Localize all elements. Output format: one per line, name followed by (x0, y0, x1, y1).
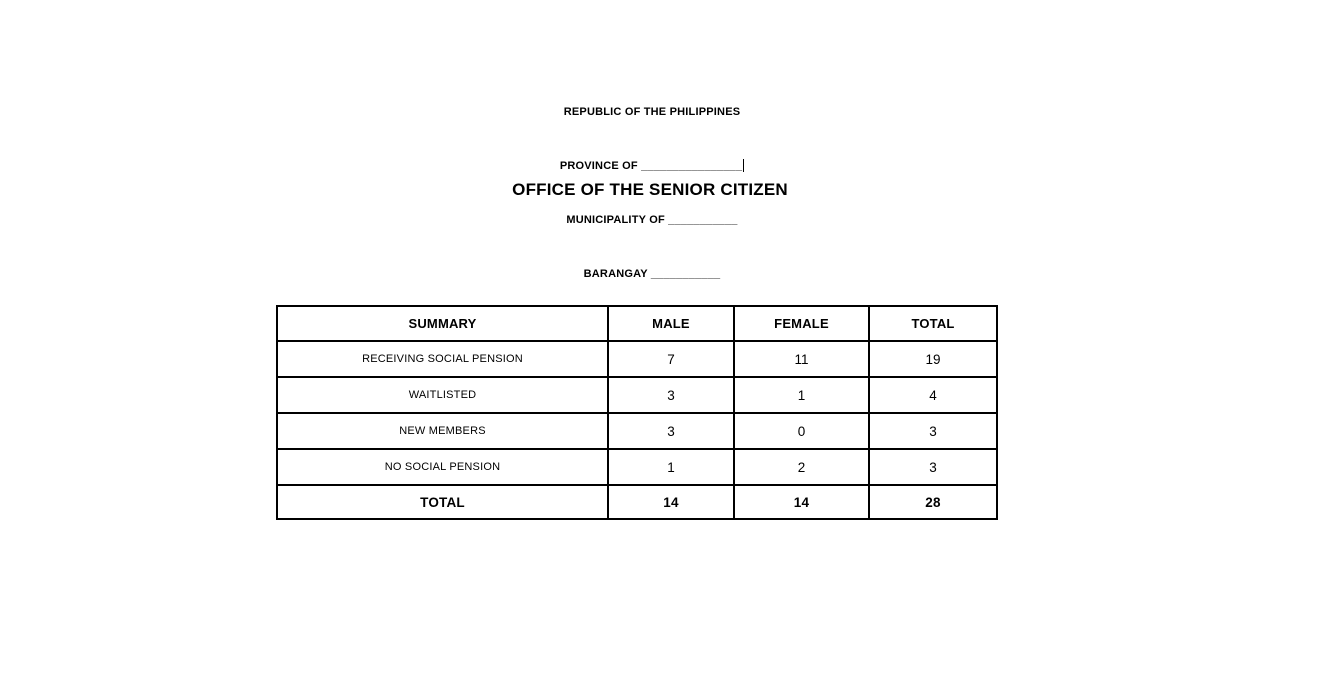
male-value-cell: 3 (607, 412, 735, 450)
text-cursor (742, 159, 745, 172)
header-cell-total: TOTAL (868, 305, 998, 342)
table-row-total: TOTAL 14 14 28 (276, 484, 998, 520)
total-total-cell: 28 (868, 484, 998, 520)
header-cell-summary: SUMMARY (276, 305, 609, 342)
letterhead-republic-line: REPUBLIC OF THE PHILIPPINES (563, 106, 741, 118)
male-value-cell: 7 (607, 340, 735, 378)
letterhead-municipality-line: MUNICIPALITY OF ___________ (566, 214, 738, 226)
row-label-cell: NEW MEMBERS (276, 412, 609, 450)
letterhead-province-text: PROVINCE OF ________________ (559, 160, 743, 172)
table-row-waitlisted: WAITLISTED 3 1 4 (276, 376, 998, 414)
total-value-cell: 3 (868, 412, 998, 450)
total-label-cell: TOTAL (276, 484, 609, 520)
female-value-cell: 0 (733, 412, 870, 450)
total-value-cell: 3 (868, 448, 998, 486)
table-row-no-social-pension: NO SOCIAL PENSION 1 2 3 (276, 448, 998, 486)
row-label-cell: NO SOCIAL PENSION (276, 448, 609, 486)
female-value-cell: 2 (733, 448, 870, 486)
male-value-cell: 3 (607, 376, 735, 414)
page-title: OFFICE OF THE SENIOR CITIZEN (512, 180, 788, 199)
letterhead-barangay-line: BARANGAY ___________ (583, 268, 721, 280)
header-cell-male: MALE (607, 305, 735, 342)
total-male-cell: 14 (607, 484, 735, 520)
row-label-cell: WAITLISTED (276, 376, 609, 414)
row-label-cell: RECEIVING SOCIAL PENSION (276, 340, 609, 378)
table-row-new-members: NEW MEMBERS 3 0 3 (276, 412, 998, 450)
table-header-row: SUMMARY MALE FEMALE TOTAL (276, 305, 998, 342)
total-value-cell: 19 (868, 340, 998, 378)
table-row-receiving-social-pension: RECEIVING SOCIAL PENSION 7 11 19 (276, 340, 998, 378)
header-cell-female: FEMALE (733, 305, 870, 342)
total-female-cell: 14 (733, 484, 870, 520)
summary-table: SUMMARY MALE FEMALE TOTAL RECEIVING SOCI… (276, 305, 998, 520)
female-value-cell: 11 (733, 340, 870, 378)
total-value-cell: 4 (868, 376, 998, 414)
male-value-cell: 1 (607, 448, 735, 486)
female-value-cell: 1 (733, 376, 870, 414)
letterhead-province-line: PROVINCE OF ________________ (352, 157, 952, 175)
